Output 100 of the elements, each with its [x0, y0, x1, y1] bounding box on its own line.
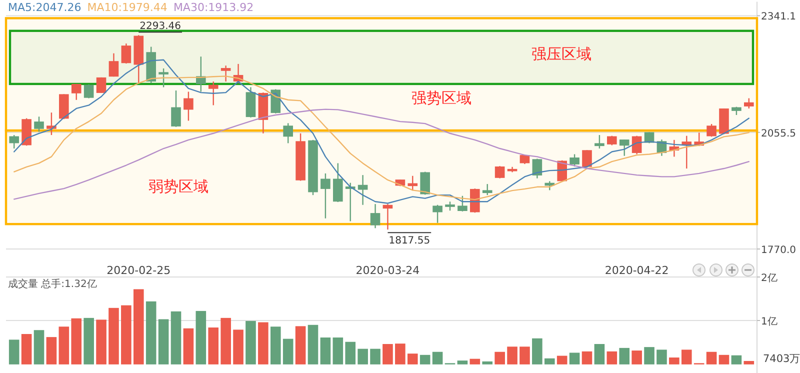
bar	[345, 342, 356, 364]
candlestick	[158, 68, 168, 88]
candlestick	[594, 134, 604, 150]
candlestick	[408, 175, 418, 192]
candlestick	[458, 195, 468, 212]
candlestick	[196, 56, 206, 92]
bar	[432, 352, 443, 364]
bar	[644, 347, 654, 364]
bar	[58, 326, 70, 364]
candlestick	[283, 122, 293, 144]
bar	[520, 346, 530, 364]
bar	[395, 344, 406, 364]
bar	[407, 354, 418, 364]
candlestick	[582, 150, 592, 168]
bar	[295, 326, 306, 364]
x-tick-label: 2020-04-22	[604, 264, 669, 277]
bar	[556, 356, 568, 364]
bar	[121, 305, 132, 364]
bar	[332, 338, 344, 364]
candlestick	[494, 165, 505, 179]
bar	[656, 350, 667, 364]
candlestick	[84, 84, 94, 99]
bar	[320, 338, 331, 364]
annotation: 1817.55	[388, 236, 430, 247]
bar	[270, 326, 281, 364]
bar	[744, 360, 754, 364]
band-label: 弱势区域	[148, 178, 209, 196]
bar	[208, 327, 219, 364]
bar	[731, 355, 742, 364]
candlestick	[570, 154, 580, 168]
line-series	[14, 108, 750, 200]
candlestick	[619, 138, 630, 156]
y-tick-label: 1770.0	[761, 245, 796, 256]
bar	[71, 318, 82, 364]
bar	[196, 310, 206, 364]
candlestick	[432, 204, 442, 224]
candlestick	[46, 112, 56, 136]
bar	[96, 320, 106, 364]
x-tick-label: 2020-03-24	[356, 264, 420, 277]
bar	[8, 340, 20, 364]
candlestick	[208, 80, 218, 106]
candlestick	[382, 203, 393, 230]
candlestick	[71, 83, 82, 100]
bar	[470, 358, 480, 364]
y-tick-label: 2055.5	[761, 128, 796, 140]
candlestick	[184, 91, 194, 122]
candlestick	[358, 174, 368, 206]
candlestick	[121, 42, 132, 64]
bar	[108, 308, 119, 364]
text: MA5:2047.26	[8, 1, 82, 14]
text: 7403万	[763, 353, 800, 365]
bar	[619, 348, 630, 364]
candlestick	[744, 98, 754, 110]
bar	[258, 322, 268, 364]
bar	[308, 324, 318, 364]
bar	[582, 351, 592, 364]
bar	[170, 311, 182, 364]
bar	[482, 361, 493, 364]
candlestick	[220, 64, 231, 82]
bar	[233, 330, 244, 364]
y-tick-label: 2亿	[761, 273, 778, 284]
candlestick	[333, 162, 343, 203]
bar	[669, 358, 680, 364]
bar	[706, 352, 717, 364]
candlestick	[9, 134, 19, 150]
candlestick	[706, 123, 716, 138]
bar	[34, 330, 44, 364]
bar	[158, 319, 169, 364]
candlestick	[482, 183, 492, 196]
candlestick	[370, 203, 380, 229]
bar	[246, 320, 256, 364]
bar	[632, 350, 642, 364]
bar	[21, 334, 32, 364]
bar	[606, 351, 618, 364]
bar	[146, 301, 156, 364]
text: MA30:1913.92	[173, 1, 254, 14]
y-tick-label: 1亿	[761, 316, 778, 328]
candlestick	[59, 94, 69, 120]
bar	[494, 352, 505, 364]
band-label: 强势区域	[412, 88, 472, 107]
bar	[46, 337, 57, 364]
candlestick	[607, 135, 617, 146]
bar	[594, 344, 605, 364]
bar	[718, 354, 730, 364]
bar	[382, 344, 393, 364]
candlestick	[171, 90, 181, 128]
candlestick	[320, 172, 330, 219]
candlestick	[108, 52, 119, 78]
x-tick-label: 2020-02-25	[106, 264, 171, 277]
bar	[681, 350, 692, 364]
bar	[457, 360, 468, 364]
bar	[220, 318, 231, 364]
bar	[507, 346, 518, 364]
bar	[358, 348, 368, 364]
annotation: 2293.46	[140, 21, 181, 32]
bar	[133, 289, 144, 364]
candlestick	[34, 116, 44, 132]
candlestick	[96, 76, 106, 94]
bar	[532, 338, 542, 364]
bar	[84, 318, 94, 364]
